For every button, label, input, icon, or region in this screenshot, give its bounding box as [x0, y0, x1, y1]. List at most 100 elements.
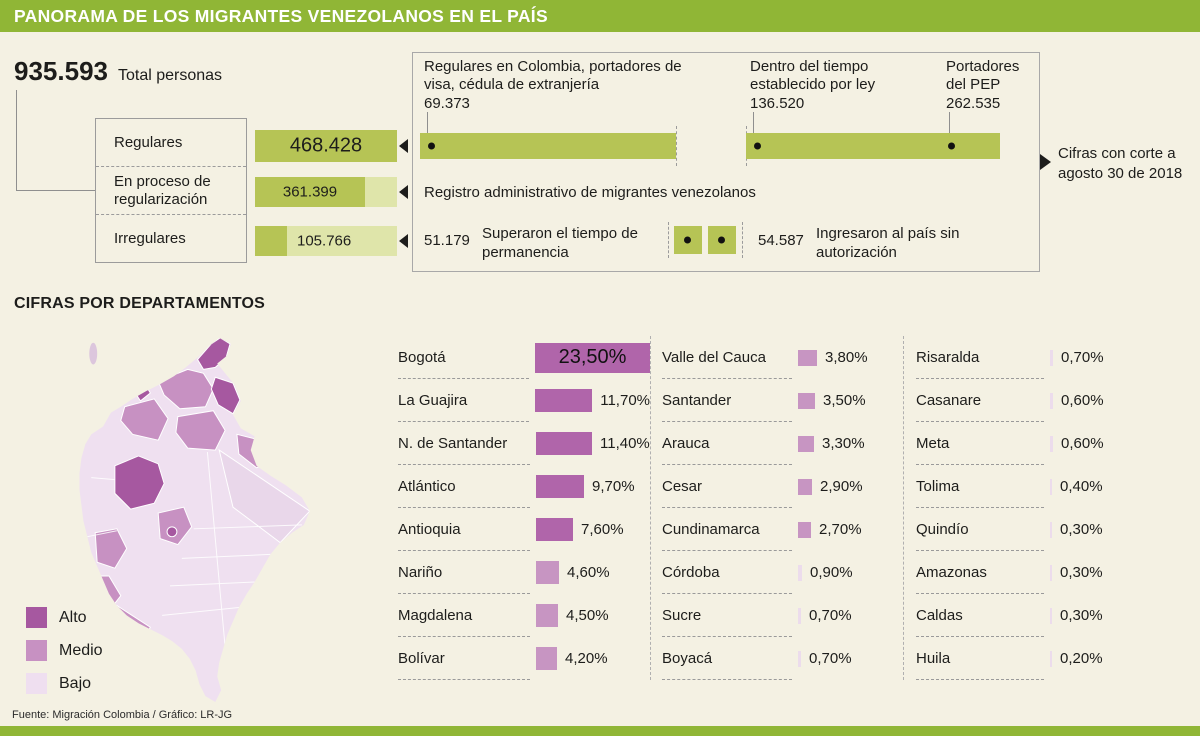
- dept-row: Caldas 0,30%: [916, 594, 1156, 637]
- page-title: PANORAMA DE LOS MIGRANTES VENEZOLANOS EN…: [14, 5, 548, 26]
- dept-bar: [536, 604, 558, 627]
- map-region-alto: [196, 337, 231, 370]
- map-region-east: [218, 448, 310, 544]
- dashed-divider: [676, 126, 677, 166]
- tick-line: [427, 112, 428, 133]
- arrow-right-icon: [1040, 154, 1051, 170]
- overview-bar-fill: [255, 226, 287, 256]
- dept-name: Bogotá: [398, 336, 529, 379]
- dept-bar: 23,50%: [535, 342, 650, 373]
- status-label-text: En proceso de regularización: [114, 172, 211, 208]
- bar-irregulares: 105.766: [255, 226, 397, 256]
- tick-line: [753, 112, 754, 133]
- legend-swatch-alto: [26, 607, 47, 628]
- dept-row: Bogotá 23,50%: [398, 336, 650, 379]
- status-label-text: Regulares: [114, 133, 183, 151]
- status-label-text: Irregulares: [114, 229, 186, 247]
- san-andres-island: [89, 342, 98, 365]
- marker-dot: [428, 142, 435, 150]
- bar-regulares: 468.428: [255, 130, 397, 162]
- connector-line: [16, 190, 95, 191]
- dept-bar: [536, 432, 592, 455]
- header-bar: PANORAMA DE LOS MIGRANTES VENEZOLANOS EN…: [0, 0, 1200, 32]
- dept-name: Boyacá: [662, 637, 792, 680]
- marker-dot: [684, 236, 691, 244]
- dept-bar: [1050, 349, 1053, 366]
- unauthorized-label: Ingresaron al país sin autorización: [816, 225, 960, 261]
- dept-row: Casanare 0,60%: [916, 379, 1156, 422]
- dept-value: 0,70%: [1061, 349, 1104, 366]
- map-region-medio: [120, 398, 169, 441]
- dept-name: Casanare: [916, 379, 1044, 422]
- segment-label: Dentro del tiempo establecido por ley: [750, 58, 876, 94]
- dept-value: 4,60%: [567, 564, 610, 581]
- dept-bar: [798, 478, 812, 495]
- map-department-borders: [87, 451, 302, 647]
- dept-bar: [798, 607, 801, 624]
- dept-bar: [1050, 478, 1052, 495]
- colombia-map: [79, 337, 310, 703]
- dept-column-1: Bogotá 23,50% La Guajira 11,70% N. de Santan…: [398, 336, 650, 680]
- map-region-medio: [94, 528, 128, 569]
- dept-name: Huila: [916, 637, 1044, 680]
- legend-swatch-bajo: [26, 673, 47, 694]
- dept-name: Quindío: [916, 508, 1044, 551]
- dept-value: 0,30%: [1060, 607, 1103, 624]
- status-label-irregulares: Irregulares: [96, 215, 246, 262]
- segment-label: Portadores del PEP: [946, 58, 1020, 94]
- dept-row: Meta 0,60%: [916, 422, 1156, 465]
- dept-name: Arauca: [662, 422, 792, 465]
- dept-name: Bolívar: [398, 637, 530, 680]
- dept-name: Cundinamarca: [662, 508, 792, 551]
- marker-dot: [718, 236, 725, 244]
- dept-value: 0,90%: [810, 564, 853, 581]
- dept-value: 0,20%: [1060, 650, 1103, 667]
- dept-name: Risaralda: [916, 336, 1044, 379]
- dept-row: Cundinamarca 2,70%: [662, 508, 902, 551]
- map-region-medio: [157, 506, 193, 546]
- map-region-alto: [210, 376, 241, 415]
- overstay-box: [674, 226, 702, 254]
- dept-value: 4,50%: [566, 607, 609, 624]
- dept-value: 0,30%: [1060, 564, 1103, 581]
- dept-value: 9,70%: [592, 478, 635, 495]
- total-label: Total personas: [117, 67, 223, 84]
- dept-row: Risaralda 0,70%: [916, 336, 1156, 379]
- dept-value: 11,40%: [600, 435, 650, 452]
- dept-value: 2,70%: [819, 521, 862, 538]
- segment-label: Regulares en Colombia, portadores de vis…: [424, 58, 682, 94]
- dept-value: 0,60%: [1061, 435, 1104, 452]
- bar-en-proceso: 361.399: [255, 177, 397, 207]
- tick-line: [949, 112, 950, 133]
- dept-row: Valle del Cauca 3,80%: [662, 336, 902, 379]
- dept-row: Sucre 0,70%: [662, 594, 902, 637]
- dept-bar: [798, 650, 801, 667]
- dept-name: Amazonas: [916, 551, 1044, 594]
- footer-bar: [0, 726, 1200, 736]
- dept-bar: [1050, 650, 1052, 667]
- dept-bar: [1050, 564, 1052, 581]
- dept-bar: [798, 564, 802, 581]
- dept-row: Nariño 4,60%: [398, 551, 650, 594]
- unauthorized-box: [708, 226, 736, 254]
- departments-title: CIFRAS POR DEPARTAMENTOS: [14, 295, 266, 312]
- dept-value: 11,70%: [600, 392, 650, 409]
- dept-name: Sucre: [662, 594, 792, 637]
- dept-name: Meta: [916, 422, 1044, 465]
- column-divider: [650, 336, 651, 680]
- overview-bar-value: 468.428: [289, 134, 363, 157]
- dept-row: Bolívar 4,20%: [398, 637, 650, 680]
- dept-value: 7,60%: [581, 521, 624, 538]
- map-region-bogota: [166, 526, 178, 538]
- dept-name: Tolima: [916, 465, 1044, 508]
- dept-bar: [535, 389, 593, 412]
- arrow-left-icon: [399, 185, 408, 199]
- process-note: Registro administrativo de migrantes ven…: [424, 184, 756, 201]
- overview-bar-value: 105.766: [297, 232, 352, 250]
- dept-bar: [1050, 521, 1052, 538]
- status-box: Regulares En proceso de regularización I…: [95, 118, 247, 263]
- dept-row: Santander 3,50%: [662, 379, 902, 422]
- dashed-divider: [742, 222, 743, 258]
- arrow-left-icon: [399, 139, 408, 153]
